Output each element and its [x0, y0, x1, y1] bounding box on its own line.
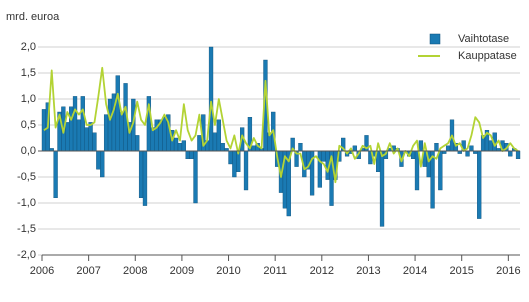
bar — [138, 150, 144, 198]
bar — [53, 150, 58, 198]
bar — [65, 122, 70, 152]
bar — [232, 150, 237, 178]
y-tick-label: 1,0 — [21, 93, 36, 105]
bar — [434, 142, 439, 152]
legend-label: Vaihtotase — [458, 33, 509, 45]
bar — [228, 150, 233, 165]
x-tick-label: 2016 — [496, 265, 520, 277]
y-tick-label: 1,5 — [21, 67, 36, 79]
bar — [92, 132, 97, 152]
bar — [298, 142, 303, 152]
bar — [243, 150, 249, 191]
bar — [84, 127, 89, 152]
y-tick-label: -1,5 — [17, 223, 36, 235]
bar — [515, 150, 521, 160]
bar — [150, 127, 155, 152]
bar — [162, 116, 167, 152]
bar — [469, 145, 474, 152]
y-tick-label: -1,0 — [17, 197, 36, 209]
bar — [185, 150, 190, 160]
bar — [181, 140, 186, 152]
bar — [135, 135, 140, 152]
x-tick-label: 2012 — [310, 265, 334, 277]
bar — [414, 150, 420, 191]
bar — [216, 119, 221, 152]
y-tick-label: 2,0 — [21, 41, 36, 53]
bar — [197, 135, 202, 152]
bar — [321, 150, 326, 162]
legend-swatch — [429, 33, 441, 45]
y-axis-label: mrd. euroa — [6, 11, 60, 23]
x-tick-label: 2007 — [76, 265, 100, 277]
bar — [193, 150, 198, 204]
bar — [76, 119, 82, 152]
bar — [352, 145, 357, 152]
x-tick-label: 2009 — [170, 265, 194, 277]
bar — [379, 150, 385, 227]
x-tick-label: 2013 — [356, 265, 380, 277]
bar — [80, 96, 85, 152]
y-tick-label: -0,5 — [17, 171, 36, 183]
y-tick-label: 0,5 — [21, 119, 36, 131]
x-tick-label: 2011 — [263, 265, 287, 277]
bar — [465, 150, 470, 157]
bar — [438, 150, 443, 191]
bar — [488, 140, 493, 152]
bar — [189, 150, 194, 160]
y-tick-label: 0,0 — [21, 145, 36, 157]
bar — [107, 98, 113, 152]
x-tick-label: 2010 — [216, 265, 240, 277]
bar — [88, 122, 93, 152]
bar — [208, 46, 214, 152]
bar — [103, 114, 109, 152]
bar — [430, 150, 435, 209]
legend-label: Kauppatase — [458, 50, 517, 62]
bar — [445, 145, 451, 152]
bar — [119, 111, 124, 152]
x-tick-label: 2014 — [403, 265, 427, 277]
bar — [69, 106, 74, 152]
bar — [251, 145, 256, 152]
x-tick-label: 2006 — [30, 265, 54, 277]
bar — [177, 142, 183, 152]
bar — [115, 75, 120, 152]
bar — [508, 150, 513, 157]
bar — [220, 142, 225, 152]
bar — [477, 150, 482, 219]
bar — [100, 150, 105, 178]
x-tick-label: 2015 — [449, 265, 473, 277]
y-tick-label: -2,0 — [17, 249, 36, 261]
bar — [418, 140, 424, 152]
bar — [96, 150, 101, 170]
bar — [72, 96, 78, 152]
bar — [317, 150, 323, 188]
bar — [142, 150, 148, 206]
x-tick-label: 2008 — [123, 265, 147, 277]
bar — [173, 137, 179, 152]
bar — [410, 150, 416, 160]
bar — [212, 132, 218, 152]
line — [43, 66, 519, 184]
